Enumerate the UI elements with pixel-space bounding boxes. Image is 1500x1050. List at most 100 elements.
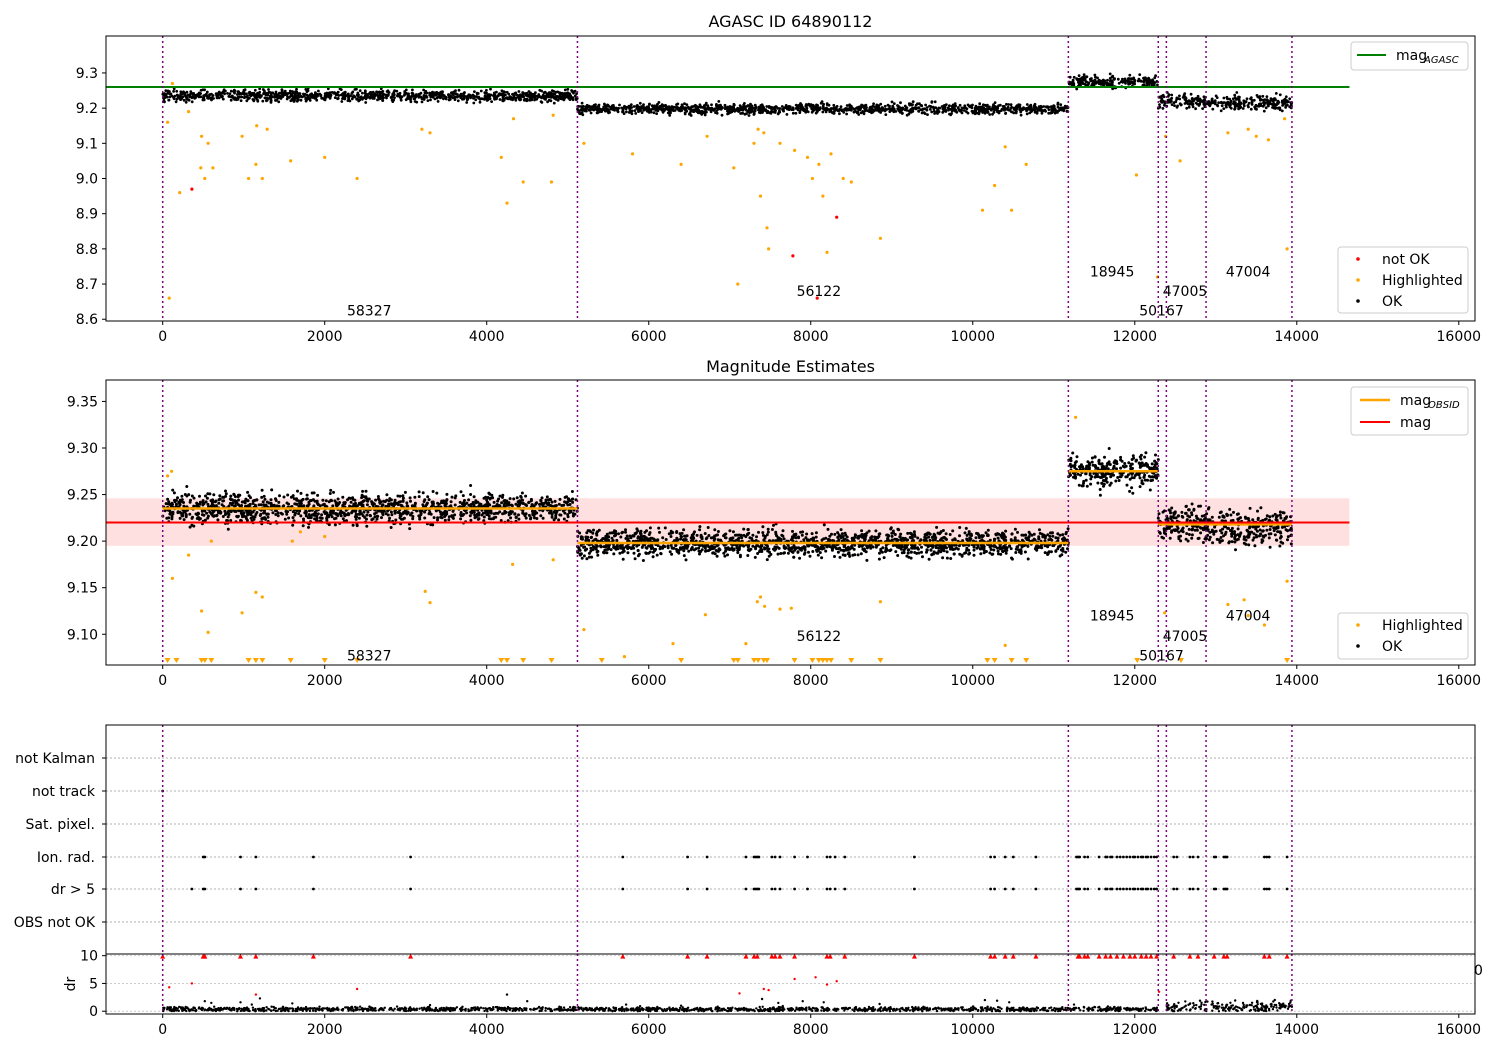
ok-point xyxy=(476,95,479,99)
ok-point xyxy=(240,95,244,99)
ok-point xyxy=(993,106,996,109)
ok-point xyxy=(355,504,359,508)
ok-point xyxy=(785,113,789,116)
ok-point xyxy=(1106,78,1109,82)
ok-point xyxy=(341,517,345,521)
ok-point xyxy=(960,111,964,115)
ok-point xyxy=(514,515,518,519)
ok-point xyxy=(950,108,954,112)
ok-point xyxy=(490,493,494,497)
ok-point xyxy=(596,549,600,553)
ok-point xyxy=(822,102,825,106)
ok-point xyxy=(489,87,492,91)
ok-point xyxy=(798,556,802,560)
ok-point xyxy=(1245,97,1249,101)
ok-point xyxy=(698,525,702,529)
ok-point xyxy=(832,111,835,115)
ok-point xyxy=(1098,80,1102,84)
highlighted-point xyxy=(549,180,554,184)
ok-point xyxy=(1261,94,1265,98)
ok-point xyxy=(905,106,909,110)
ok-point xyxy=(204,500,208,504)
ok-point xyxy=(521,511,525,515)
ok-point xyxy=(352,502,356,506)
ok-point xyxy=(732,102,736,106)
ok-point xyxy=(486,511,490,515)
ok-point xyxy=(468,93,472,97)
ok-point xyxy=(396,503,400,507)
ok-point xyxy=(987,106,990,110)
ok-point xyxy=(280,88,284,92)
ok-point xyxy=(408,496,412,500)
ok-point xyxy=(436,100,440,103)
ok-point xyxy=(698,103,702,107)
ok-point xyxy=(1237,95,1241,99)
ok-point xyxy=(217,96,221,99)
ok-point xyxy=(647,544,651,548)
ok-point xyxy=(1241,107,1245,110)
ok-point xyxy=(839,105,843,109)
ok-point xyxy=(180,514,184,518)
ok-point xyxy=(308,509,311,513)
highlighted-point xyxy=(767,247,771,251)
ok-point xyxy=(694,547,698,551)
ok-point xyxy=(886,103,890,107)
highlighted-point xyxy=(817,162,821,166)
ok-point xyxy=(948,104,951,107)
ok-point xyxy=(584,537,588,541)
ok-point xyxy=(286,510,290,514)
ok-point xyxy=(1142,83,1146,86)
ok-point xyxy=(752,113,756,116)
ok-point xyxy=(420,100,424,104)
ok-point xyxy=(683,102,686,105)
ok-point xyxy=(767,547,771,551)
ok-point xyxy=(206,514,210,518)
ok-point xyxy=(386,513,390,517)
ok-point xyxy=(553,499,557,503)
ok-point xyxy=(472,495,476,499)
ok-point xyxy=(392,91,396,95)
ok-point xyxy=(1013,536,1017,540)
ok-point xyxy=(1288,97,1292,101)
ok-point xyxy=(879,111,882,114)
ok-point xyxy=(953,547,956,551)
ok-point xyxy=(441,90,444,94)
ok-point xyxy=(699,105,703,109)
ok-point xyxy=(271,504,275,507)
ok-point xyxy=(267,88,270,91)
ok-point xyxy=(612,552,616,556)
ok-point xyxy=(589,546,593,550)
ok-point xyxy=(756,552,760,555)
ok-point xyxy=(176,95,180,99)
ok-point xyxy=(519,501,523,505)
ok-point xyxy=(547,98,551,102)
ok-point xyxy=(1028,111,1032,115)
ok-point xyxy=(518,96,522,99)
ok-point xyxy=(1242,104,1246,108)
ok-point xyxy=(593,105,597,109)
ok-point xyxy=(538,88,542,92)
ok-point xyxy=(960,108,963,112)
ok-point xyxy=(332,490,335,494)
ok-point xyxy=(266,515,270,519)
ok-point xyxy=(304,96,308,100)
legend-label: Highlighted xyxy=(1382,273,1463,289)
ok-point xyxy=(1056,105,1060,109)
ok-point xyxy=(221,95,224,98)
ok-point xyxy=(478,97,482,101)
ok-point xyxy=(168,90,171,93)
ok-point xyxy=(172,87,176,91)
ok-point xyxy=(1108,72,1112,76)
ok-point xyxy=(644,552,648,555)
ok-point xyxy=(887,534,891,538)
ok-point xyxy=(409,499,412,503)
ok-point xyxy=(922,111,926,115)
ok-point xyxy=(1025,112,1029,116)
ok-point xyxy=(865,531,869,535)
ok-point xyxy=(1237,97,1241,101)
ok-point xyxy=(171,512,175,516)
ok-point xyxy=(431,95,435,99)
ok-point xyxy=(739,105,743,109)
ok-point xyxy=(197,516,201,519)
ok-point xyxy=(958,103,962,107)
